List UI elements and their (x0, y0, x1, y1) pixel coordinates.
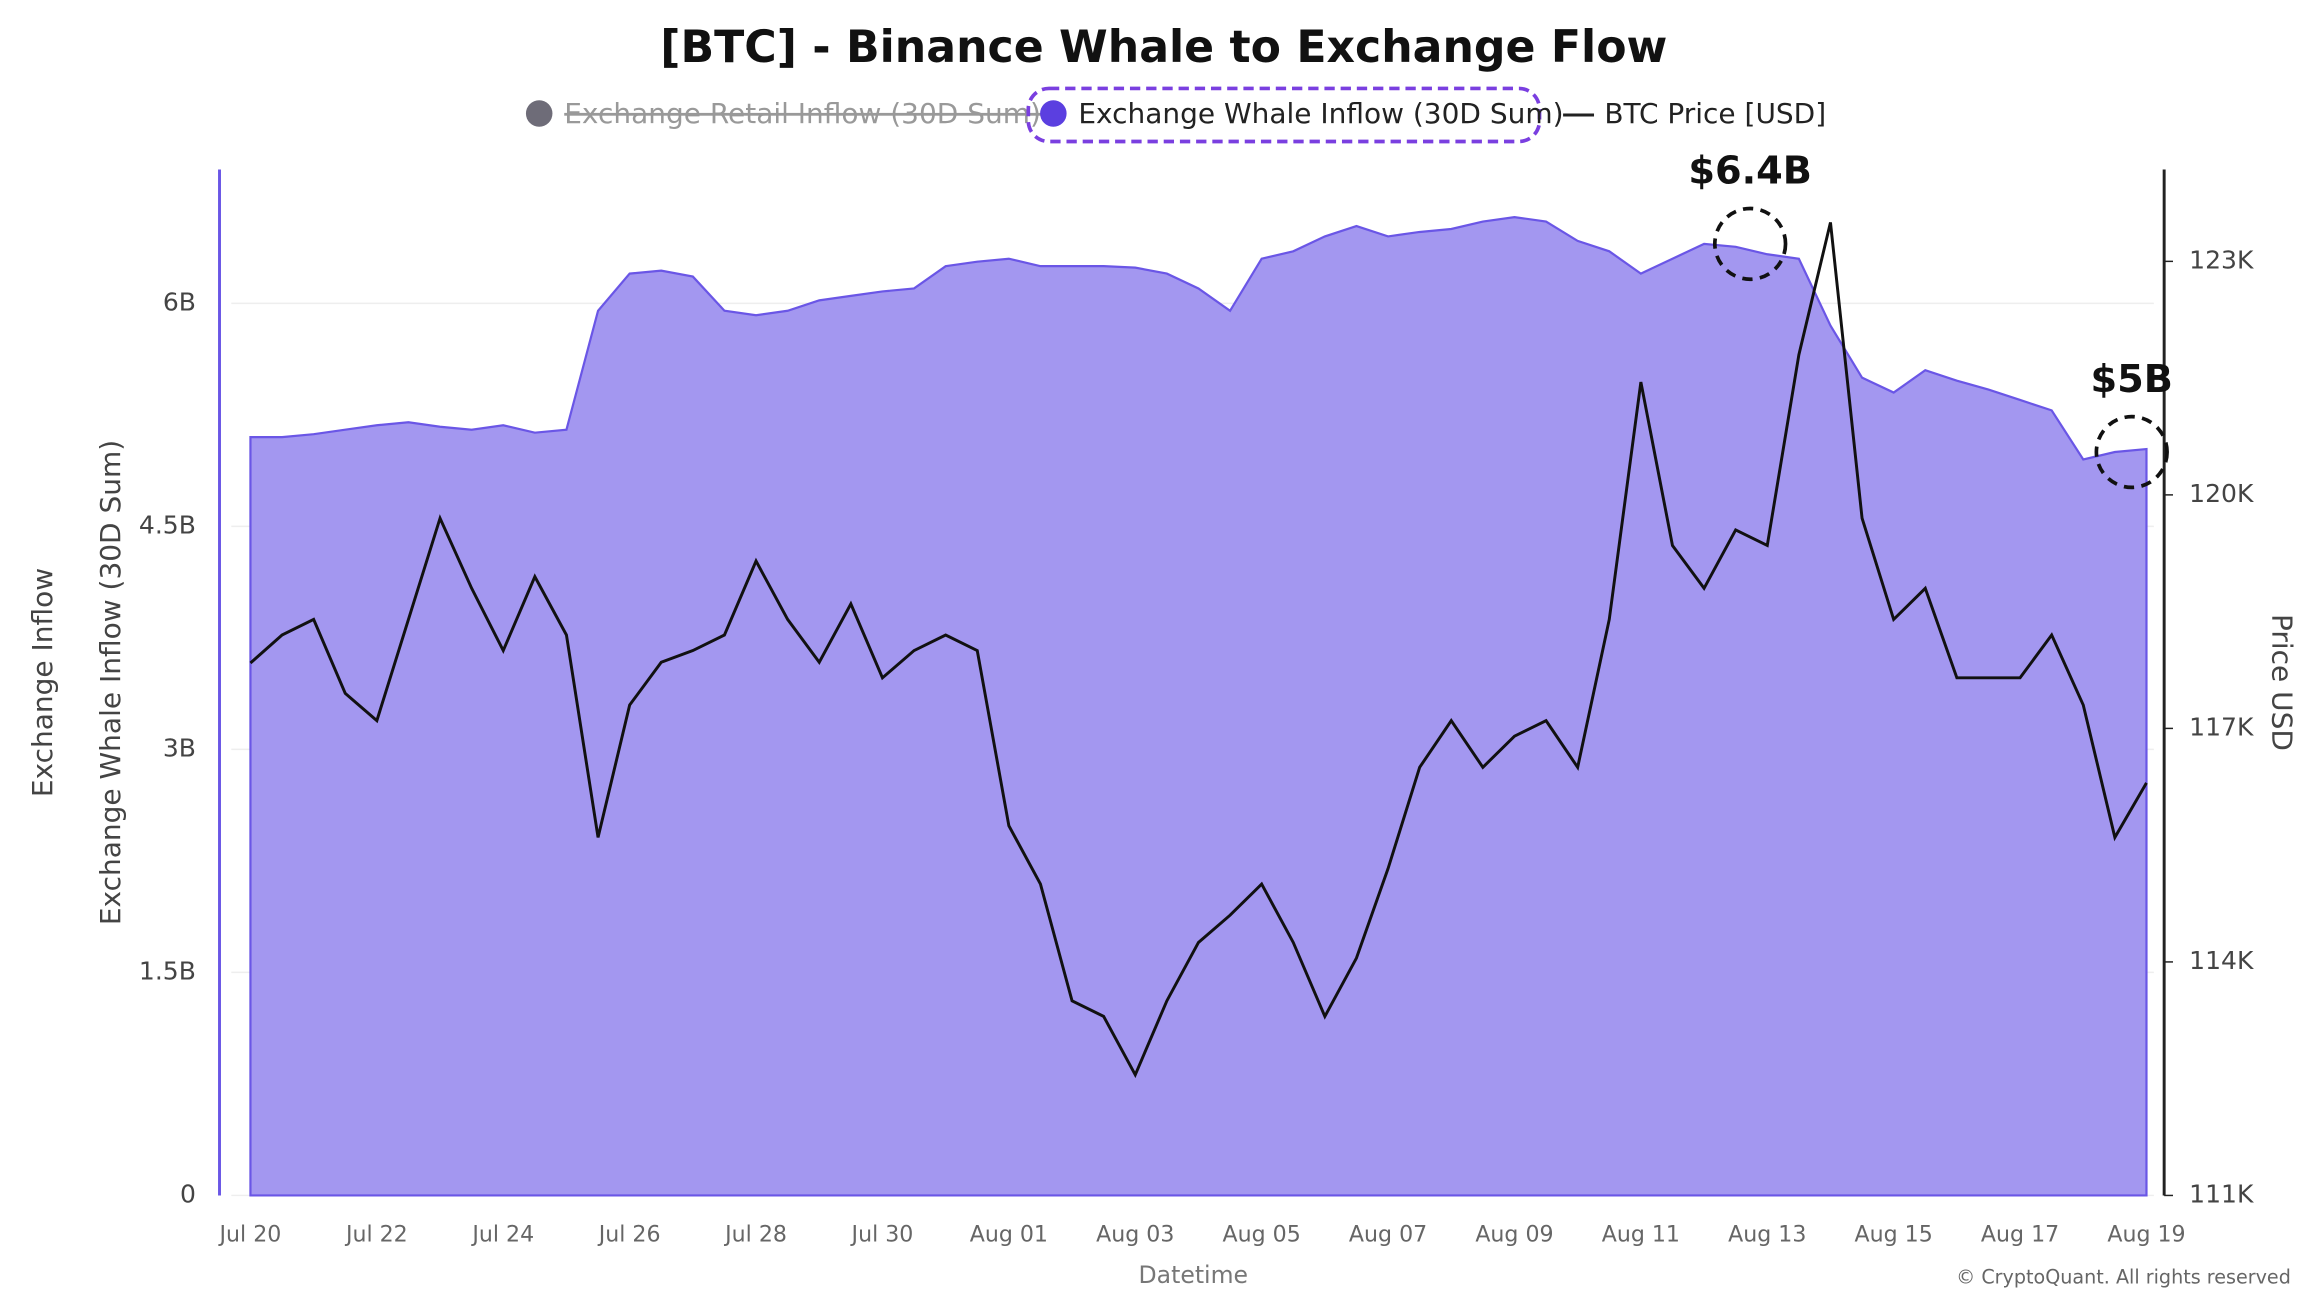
y2-tick-label: 117K (2189, 712, 2254, 741)
y-tick-label: 1.5B (139, 956, 196, 985)
y2-tick-label: 114K (2189, 946, 2254, 975)
chart-title: [BTC] - Binance Whale to Exchange Flow (660, 22, 1667, 73)
y-tick-label: 4.5B (139, 510, 196, 539)
legend-label[interactable]: Exchange Retail Inflow (30D Sum) (564, 97, 1041, 130)
x-tick-label: Jul 28 (723, 1222, 787, 1248)
copyright: © CryptoQuant. All rights reserved (1956, 1265, 2291, 1288)
y2-tick-label: 111K (2189, 1179, 2254, 1208)
y2-tick-label: 120K (2189, 479, 2254, 508)
y-tick-label: 3B (163, 733, 196, 762)
annotation-circle (2094, 414, 2169, 490)
legend-label[interactable]: Exchange Whale Inflow (30D Sum) (1078, 97, 1563, 130)
x-tick-label: Jul 30 (850, 1222, 914, 1248)
x-tick-label: Aug 15 (1855, 1222, 1933, 1248)
x-axis-label: Datetime (1139, 1261, 1249, 1289)
annotation-label: $6.4B (1688, 149, 1812, 194)
annotation-label: $5B (2091, 357, 2173, 402)
x-tick-label: Jul 20 (218, 1222, 282, 1248)
whale-inflow-area (249, 215, 2148, 1197)
x-tick-label: Aug 13 (1728, 1222, 1806, 1248)
x-tick-label: Aug 05 (1223, 1222, 1301, 1248)
x-tick-label: Aug 11 (1602, 1222, 1680, 1248)
x-tick-label: Aug 01 (970, 1222, 1048, 1248)
legend-marker (525, 100, 553, 127)
x-tick-label: Jul 22 (344, 1222, 408, 1248)
x-tick-label: Jul 26 (597, 1222, 661, 1248)
legend-label[interactable]: BTC Price [USD] (1604, 97, 1826, 130)
x-tick-label: Aug 17 (1981, 1222, 2059, 1248)
legend-highlight (1026, 86, 1542, 144)
y2-axis-label: Price USD (2266, 614, 2299, 751)
legend-marker (1040, 100, 1067, 127)
x-tick-label: Aug 07 (1349, 1222, 1427, 1248)
y-axis-label: Exchange Whale Inflow (30D Sum) (94, 440, 127, 925)
y-tick-label: 0 (180, 1179, 196, 1208)
x-tick-label: Jul 24 (470, 1222, 534, 1248)
y2-tick-label: 123K (2189, 245, 2254, 274)
y-axis-outer-label: Exchange Inflow (26, 568, 59, 797)
btc-price-line (249, 222, 2148, 1079)
annotation-circle (1712, 206, 1788, 282)
y-tick-label: 6B (163, 287, 196, 316)
x-tick-label: Aug 09 (1475, 1222, 1553, 1248)
x-tick-label: Aug 03 (1096, 1222, 1174, 1248)
x-tick-label: Aug 19 (2107, 1222, 2185, 1248)
